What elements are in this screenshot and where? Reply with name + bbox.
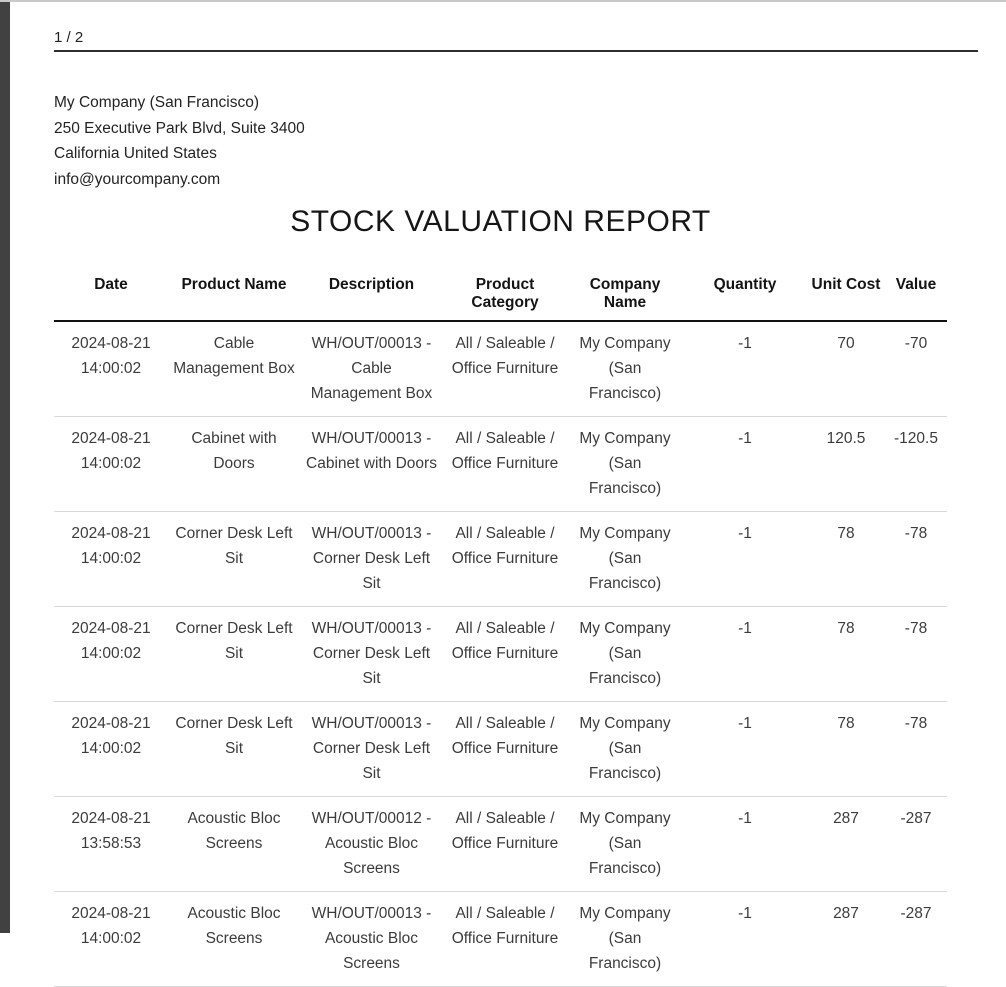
table-cell: -120.5 <box>885 416 947 512</box>
table-cell: WH/OUT/00013 - Corner Desk Left Sit <box>300 701 443 797</box>
column-header: Unit Cost <box>807 276 885 322</box>
company-region: California United States <box>54 145 217 162</box>
column-header: Product Name <box>168 276 300 322</box>
table-cell: All / Saleable / Office Furniture <box>443 606 567 702</box>
company-email: info@yourcompany.com <box>54 170 221 188</box>
table-cell: All / Saleable / Office Furniture <box>443 321 567 417</box>
table-cell: 2024-08-21 14:00:02 <box>54 606 168 702</box>
table-cell: My Company (San Francisco) <box>567 891 683 987</box>
table-cell: Corner Desk Left Sit <box>168 511 300 607</box>
table-cell: My Company (San Francisco) <box>567 796 683 892</box>
table-cell: All / Saleable / Office Furniture <box>443 796 567 892</box>
table-cell: Corner Desk Left Sit <box>168 701 300 797</box>
table-cell: 2024-08-21 14:00:02 <box>54 511 168 607</box>
table-cell: 2024-08-21 14:00:02 <box>54 701 168 797</box>
table-cell: -70 <box>885 321 947 417</box>
table-cell: WH/OUT/00012 - Acoustic Bloc Screens <box>300 796 443 892</box>
table-cell: -1 <box>683 701 807 797</box>
table-cell: WH/OUT/00013 - Cable Management Box <box>300 321 443 417</box>
table-cell: -78 <box>885 701 947 797</box>
column-header: Value <box>885 276 947 322</box>
table-cell: All / Saleable / Office Furniture <box>443 891 567 987</box>
table-cell: WH/OUT/00013 - Cabinet with Doors <box>300 416 443 512</box>
table-cell: Acoustic Bloc Screens <box>168 796 300 892</box>
table-row: 2024-08-21 13:58:53 Acoustic Bloc Screens… <box>54 796 947 892</box>
table-cell: -1 <box>683 416 807 512</box>
table-cell: All / Saleable / Office Furniture <box>443 701 567 797</box>
table-cell: -287 <box>885 796 947 892</box>
table-cell: -1 <box>683 321 807 417</box>
table-cell: -287 <box>885 891 947 987</box>
table-cell: My Company (San Francisco) <box>567 511 683 607</box>
table-cell: -1 <box>683 511 807 607</box>
report-title: STOCK VALUATION REPORT <box>290 205 711 238</box>
column-header: Date <box>54 276 168 322</box>
table-cell: Acoustic Bloc Screens <box>168 891 300 987</box>
table-cell: 2024-08-21 14:00:02 <box>54 321 168 417</box>
company-name: My Company (San Francisco) <box>54 94 260 111</box>
table-cell: 120.5 <box>807 416 885 512</box>
table-cell: All / Saleable / Office Furniture <box>443 416 567 512</box>
table-cell: All / Saleable / Office Furniture <box>443 511 567 607</box>
table-cell: -1 <box>683 891 807 987</box>
table-cell: -1 <box>683 796 807 892</box>
valuation-table-body: 2024-08-21 14:00:02 Cable Management Box W… <box>54 321 947 987</box>
table-cell: 78 <box>807 701 885 797</box>
table-cell: My Company (San Francisco) <box>567 321 683 417</box>
report-page: 1 / 2 My Company (San Francisco) 250 Exe… <box>54 2 978 987</box>
table-cell: Cable Management Box <box>168 321 300 417</box>
table-cell: 2024-08-21 14:00:02 <box>54 891 168 987</box>
table-row: 2024-08-21 14:00:02 Corner Desk Left Sit W… <box>54 701 947 797</box>
column-header: Product Category <box>443 276 567 322</box>
window-left-edge <box>0 2 10 933</box>
table-cell: 2024-08-21 13:58:53 <box>54 796 168 892</box>
company-header: My Company (San Francisco) 250 Executive… <box>54 90 978 192</box>
table-cell: -78 <box>885 511 947 607</box>
table-row: 2024-08-21 14:00:02 Cable Management Box W… <box>54 321 947 417</box>
page-indicator: 1 / 2 <box>54 2 978 52</box>
table-cell: 2024-08-21 14:00:02 <box>54 416 168 512</box>
company-address: 250 Executive Park Blvd, Suite 3400 <box>54 119 305 137</box>
table-cell: -78 <box>885 606 947 702</box>
table-row: 2024-08-21 14:00:02 Corner Desk Left Sit W… <box>54 511 947 607</box>
table-cell: WH/OUT/00013 - Acoustic Bloc Screens <box>300 891 443 987</box>
table-cell: Corner Desk Left Sit <box>168 606 300 702</box>
table-row: 2024-08-21 14:00:02 Acoustic Bloc Screens… <box>54 891 947 987</box>
column-header: Company Name <box>567 276 683 322</box>
table-cell: My Company (San Francisco) <box>567 416 683 512</box>
column-header: Quantity <box>683 276 807 322</box>
table-header-row: Date Product Name Description Product Categ… <box>54 276 947 322</box>
table-cell: 78 <box>807 511 885 607</box>
table-cell: 78 <box>807 606 885 702</box>
table-row: 2024-08-21 14:00:02 Cabinet with Doors WH/… <box>54 416 947 512</box>
table-cell: 287 <box>807 891 885 987</box>
table-cell: WH/OUT/00013 - Corner Desk Left Sit <box>300 606 443 702</box>
table-cell: Cabinet with Doors <box>168 416 300 512</box>
table-cell: My Company (San Francisco) <box>567 701 683 797</box>
table-cell: 70 <box>807 321 885 417</box>
column-header: Description <box>300 276 443 322</box>
table-row: 2024-08-21 14:00:02 Corner Desk Left Sit W… <box>54 606 947 702</box>
stock-valuation-table: Date Product Name Description Product Categ… <box>54 276 947 987</box>
table-cell: My Company (San Francisco) <box>567 606 683 702</box>
table-cell: WH/OUT/00013 - Corner Desk Left Sit <box>300 511 443 607</box>
table-cell: -1 <box>683 606 807 702</box>
table-cell: 287 <box>807 796 885 892</box>
